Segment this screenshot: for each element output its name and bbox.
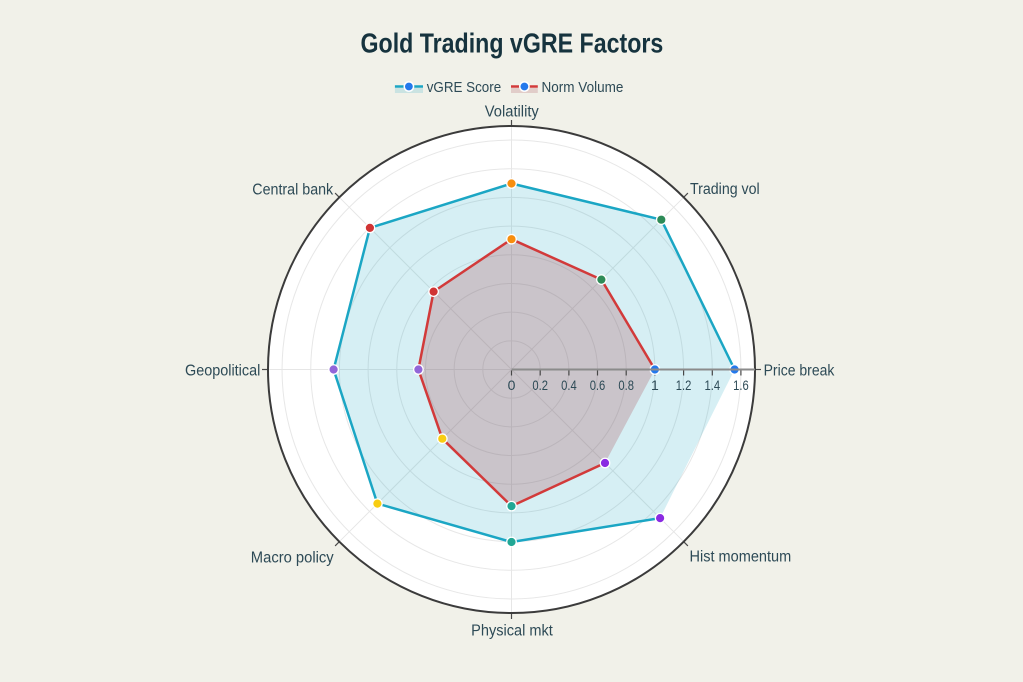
svg-text:1.6: 1.6	[733, 377, 749, 393]
svg-text:0.4: 0.4	[561, 377, 577, 393]
svg-text:vGRE Score: vGRE Score	[427, 80, 502, 96]
svg-text:Central bank: Central bank	[252, 182, 333, 199]
svg-text:0.6: 0.6	[590, 377, 606, 393]
svg-text:Geopolitical: Geopolitical	[185, 363, 260, 380]
svg-text:1.4: 1.4	[705, 377, 721, 393]
svg-text:Physical mkt: Physical mkt	[471, 622, 553, 639]
svg-text:1.2: 1.2	[676, 377, 692, 393]
svg-text:Norm Volume: Norm Volume	[542, 80, 624, 96]
svg-text:0.8: 0.8	[618, 377, 634, 393]
svg-text:1: 1	[651, 377, 659, 393]
svg-text:0: 0	[508, 377, 516, 393]
svg-text:Volatility: Volatility	[485, 103, 539, 120]
svg-text:Macro policy: Macro policy	[251, 549, 334, 566]
svg-text:Gold Trading vGRE Factors: Gold Trading vGRE Factors	[361, 28, 664, 59]
svg-text:0.2: 0.2	[532, 377, 548, 393]
svg-text:Hist momentum: Hist momentum	[690, 549, 792, 566]
svg-text:Trading vol: Trading vol	[690, 181, 760, 198]
svg-text:Price break: Price break	[764, 363, 835, 380]
